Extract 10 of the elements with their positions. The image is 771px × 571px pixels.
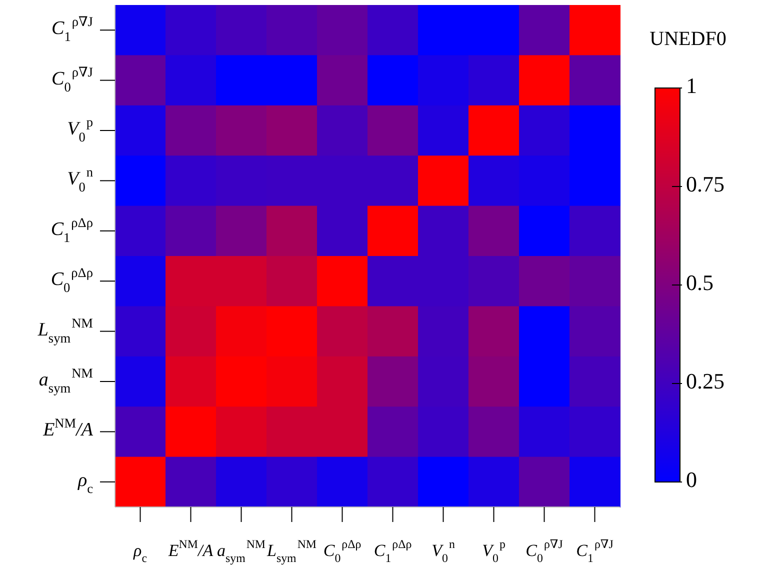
- color-bar-label: 0.5: [686, 270, 714, 296]
- y-tick-label: ρ$_{c}$: [76, 470, 94, 496]
- x-tick-label: ρ$_{c}$: [132, 540, 147, 565]
- color-bar-label: 0: [686, 467, 697, 492]
- color-bar-label: 1: [686, 73, 697, 98]
- color-bar-label: 0.75: [686, 172, 724, 197]
- y-tick-label: E$^{NM}$/A: [42, 415, 94, 442]
- x-tick-label: E$^{NM}$/A: [167, 536, 214, 560]
- color-bar-label: 0.25: [686, 368, 724, 394]
- color-bar-title: UNEDF0: [650, 28, 726, 50]
